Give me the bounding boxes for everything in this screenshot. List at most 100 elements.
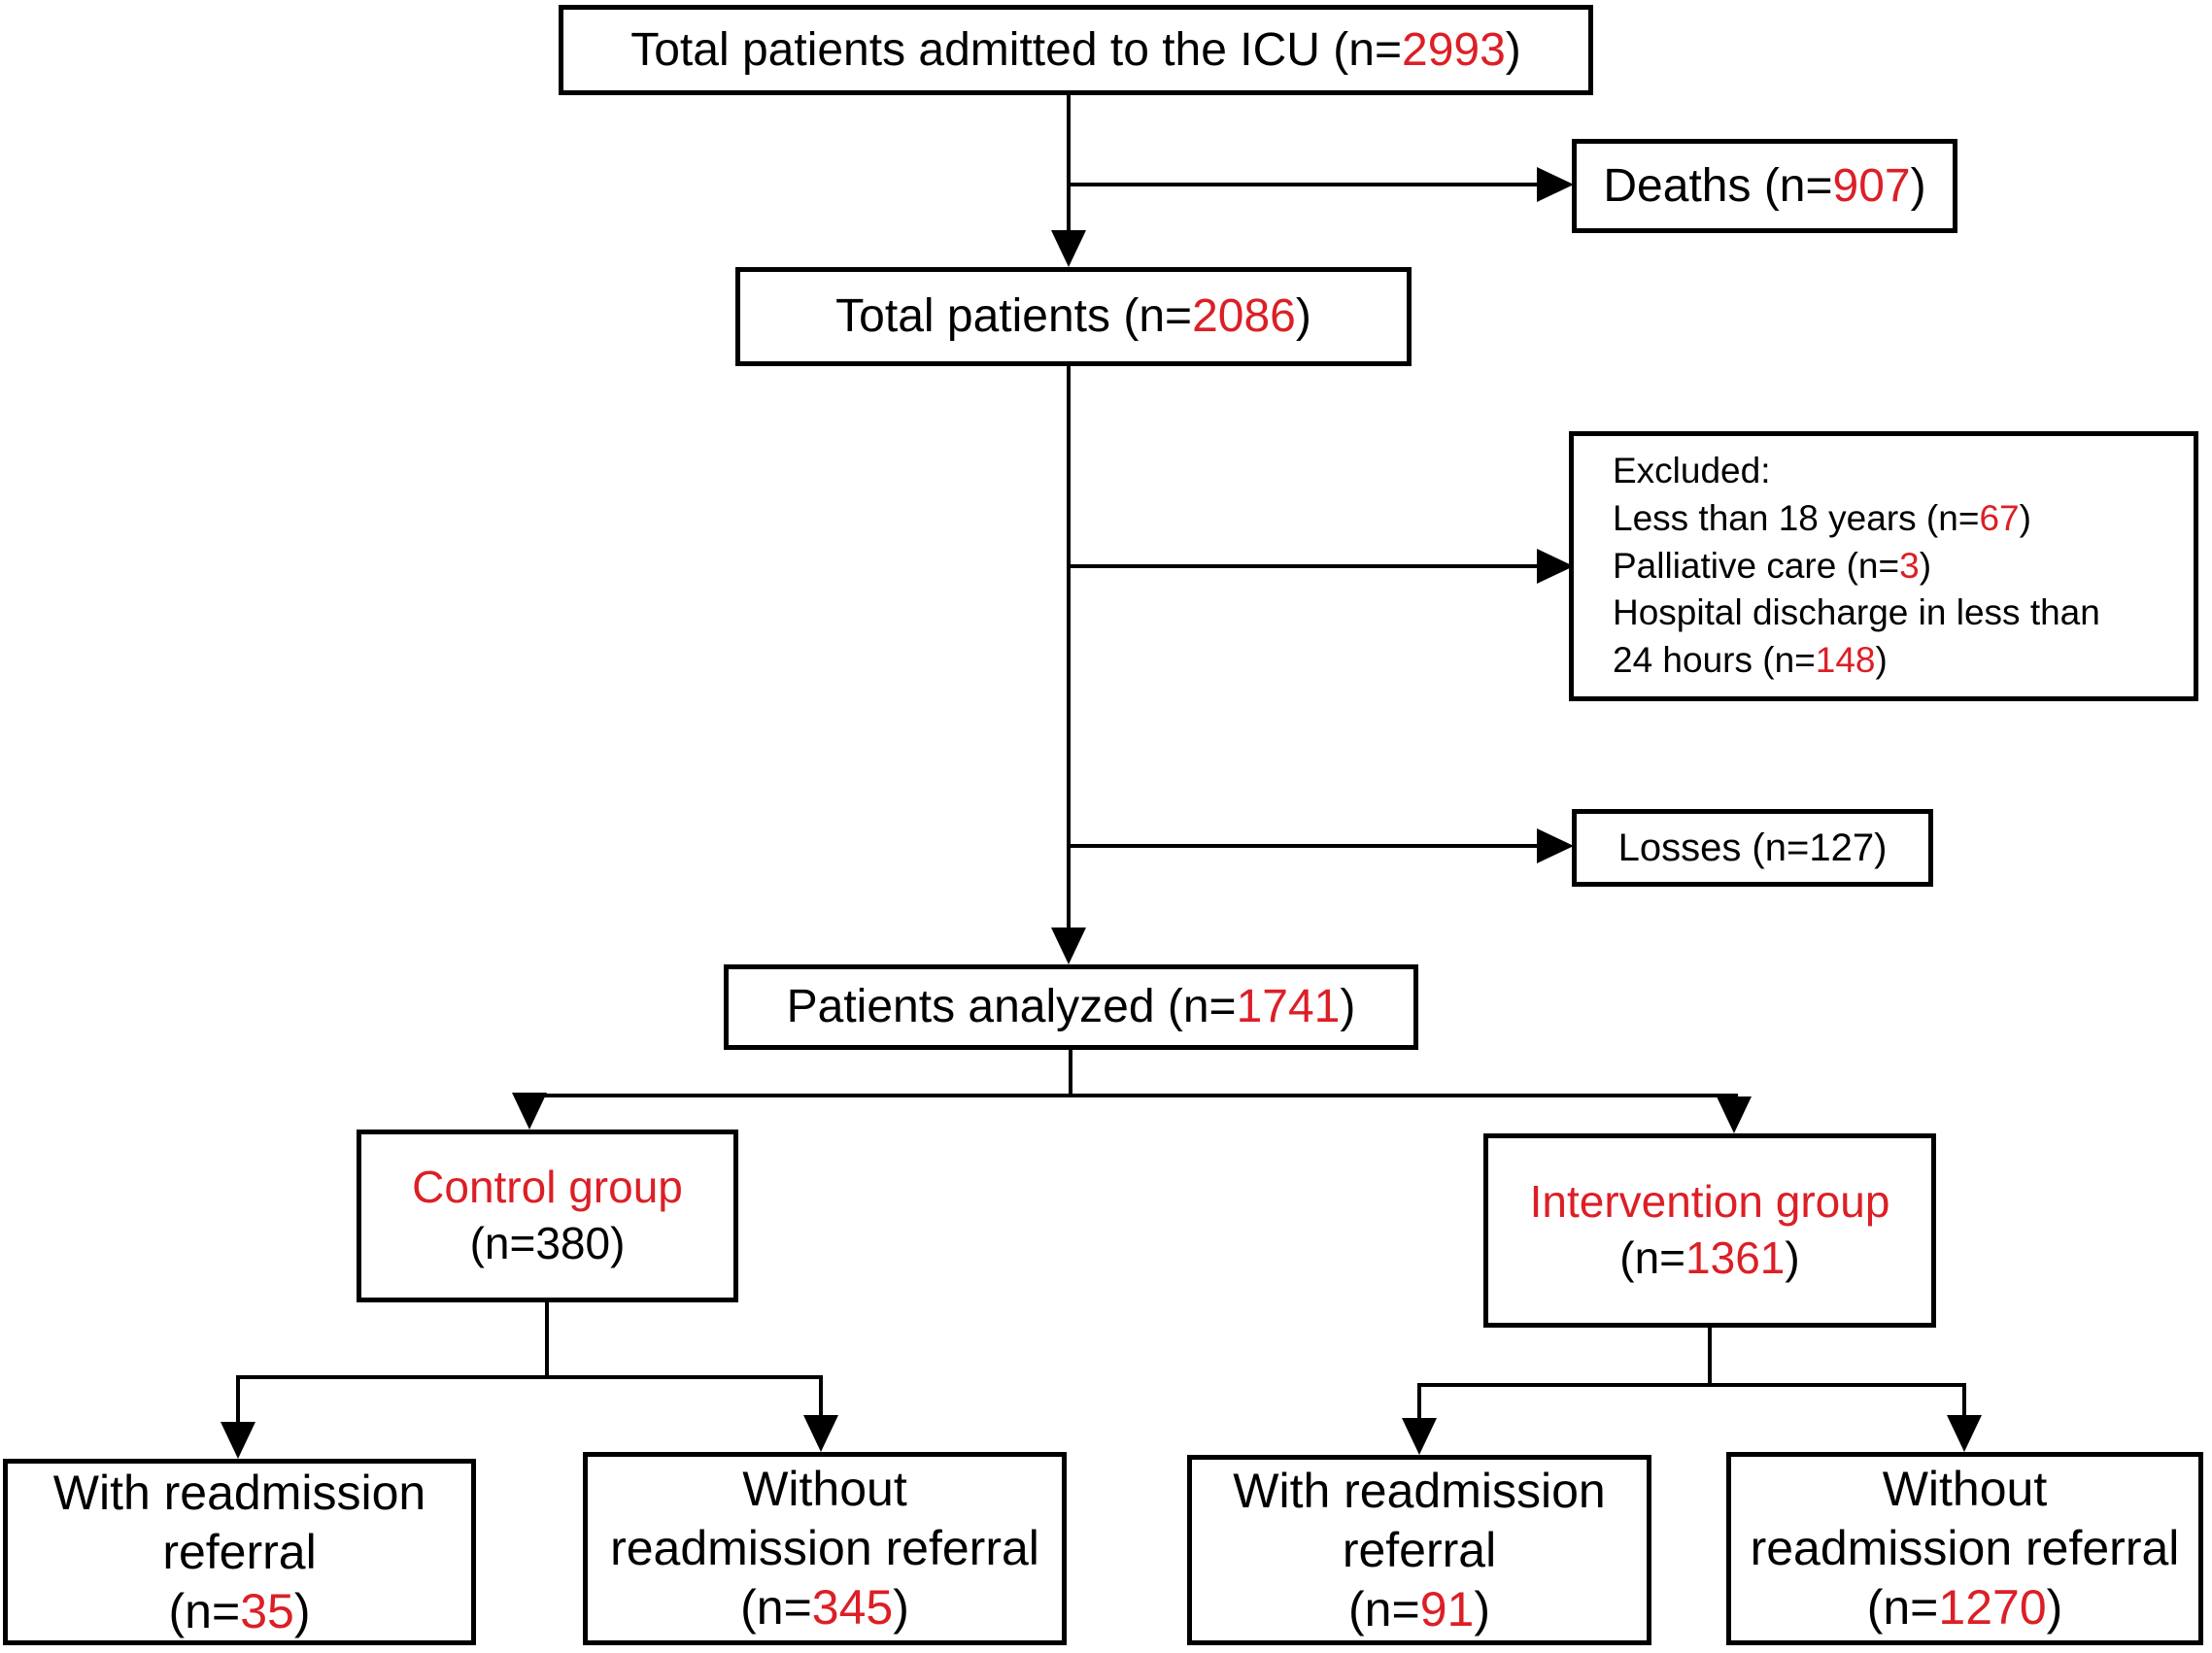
arrowhead-into-losses bbox=[1537, 828, 1574, 863]
count-value: 91 bbox=[1419, 1581, 1475, 1636]
text-line: Less than 18 years (n=67) bbox=[1613, 495, 2031, 543]
connector-control-split bbox=[236, 1375, 823, 1379]
label-text: ) bbox=[1910, 159, 1926, 212]
label-text: (n= bbox=[740, 1580, 812, 1635]
arrowhead-into-analyzed bbox=[1051, 928, 1086, 964]
label-text: ) bbox=[1295, 290, 1311, 342]
text-line: (n=380) bbox=[470, 1216, 626, 1272]
text-line: 24 hours (n=148) bbox=[1613, 637, 1888, 685]
connector-intervention-stub bbox=[1708, 1328, 1712, 1385]
connector-intervention-left-stub bbox=[1417, 1383, 1421, 1422]
label-text: ) bbox=[2019, 497, 2031, 538]
text-line: Total patients admitted to the ICU (n=29… bbox=[630, 21, 1521, 80]
arrowhead-into-control bbox=[512, 1093, 547, 1130]
text-line: Palliative care (n=3) bbox=[1613, 543, 1931, 590]
label-text: Total patients (n= bbox=[835, 290, 1193, 342]
node-excluded: Excluded: Less than 18 years (n=67) Pallia… bbox=[1569, 431, 2198, 701]
node-losses: Losses (n=127) bbox=[1572, 809, 1933, 887]
label-text: (n=380) bbox=[469, 1218, 626, 1268]
text-line: readmission referral bbox=[610, 1519, 1039, 1578]
label-text: Total patients admitted to the ICU (n= bbox=[630, 23, 1402, 76]
count-value: 1741 bbox=[1236, 981, 1341, 1032]
label-text: ) bbox=[1505, 23, 1521, 76]
node-patients-analyzed: Patients analyzed (n=1741) bbox=[724, 964, 1418, 1050]
count-value: 907 bbox=[1832, 159, 1911, 212]
text-line: Without bbox=[1883, 1460, 2048, 1519]
node-intervention-group: Intervention group (n=1361) bbox=[1483, 1133, 1936, 1328]
label-text: ) bbox=[1785, 1232, 1800, 1283]
connector-analyzed-stub bbox=[1069, 1050, 1072, 1096]
text-line: (n=1270) bbox=[1867, 1578, 2063, 1637]
connector-total-to-analyzed bbox=[1067, 366, 1071, 931]
count-value: 2086 bbox=[1192, 290, 1296, 342]
label-text: With readmission bbox=[1233, 1463, 1606, 1518]
text-line: Total patients (n=2086) bbox=[835, 287, 1311, 346]
arrowhead-into-intervention-with bbox=[1402, 1418, 1437, 1455]
label-text: referral bbox=[162, 1524, 317, 1579]
text-line: Without bbox=[742, 1460, 907, 1519]
label-text: Palliative care (n= bbox=[1613, 545, 1900, 586]
connector-icu-to-total bbox=[1067, 94, 1071, 235]
connector-control-stub bbox=[545, 1302, 549, 1377]
connector-intervention-right-stub bbox=[1962, 1383, 1966, 1419]
count-value: 2993 bbox=[1402, 23, 1506, 76]
label-text: referral bbox=[1342, 1522, 1497, 1577]
label-text: (n= bbox=[168, 1583, 241, 1638]
text-line: (n=345) bbox=[740, 1578, 909, 1637]
node-deaths: Deaths (n=907) bbox=[1572, 139, 1957, 233]
text-line: Hospital discharge in less than bbox=[1613, 590, 2100, 637]
count-value: 67 bbox=[1979, 497, 2020, 538]
label-text: ) bbox=[1919, 545, 1932, 586]
text-line: Excluded: bbox=[1613, 448, 1771, 495]
arrowhead-into-intervention bbox=[1717, 1096, 1752, 1133]
label-text: ) bbox=[293, 1583, 311, 1638]
label-text: (n= bbox=[1866, 1580, 1939, 1635]
label-text: ) bbox=[2046, 1580, 2063, 1635]
label-text: Without bbox=[1882, 1462, 2048, 1516]
text-line: readmission referral bbox=[1751, 1519, 2180, 1578]
label-text: With readmission bbox=[52, 1465, 426, 1520]
count-value: 35 bbox=[240, 1583, 294, 1638]
label-text: (n= bbox=[1348, 1581, 1420, 1636]
count-value: 148 bbox=[1815, 640, 1876, 681]
label-text: Hospital discharge in less than bbox=[1613, 592, 2100, 633]
label-text: Deaths (n= bbox=[1603, 159, 1833, 212]
connector-branch-excluded bbox=[1069, 564, 1539, 568]
label-text: Excluded: bbox=[1613, 450, 1771, 490]
label-text: readmission referral bbox=[1750, 1521, 2180, 1575]
text-line: (n=1361) bbox=[1619, 1231, 1799, 1287]
count-value: 345 bbox=[811, 1580, 894, 1635]
arrowhead-into-total-patients bbox=[1051, 230, 1086, 267]
label-text: Less than 18 years (n= bbox=[1613, 497, 1980, 538]
node-total-patients: Total patients (n=2086) bbox=[735, 267, 1412, 366]
label-text: (n= bbox=[1619, 1232, 1686, 1283]
text-line: referral bbox=[162, 1523, 316, 1582]
label-text: Without bbox=[742, 1462, 907, 1516]
node-control-group: Control group (n=380) bbox=[357, 1130, 738, 1302]
text-line: With readmission bbox=[1233, 1462, 1605, 1521]
connector-control-right-stub bbox=[819, 1375, 823, 1419]
label-text: Losses (n=127) bbox=[1617, 826, 1888, 869]
node-total-admitted-icu: Total patients admitted to the ICU (n=29… bbox=[559, 5, 1593, 95]
arrowhead-into-deaths bbox=[1537, 167, 1574, 202]
node-intervention-without-referral: Without readmission referral (n=1270) bbox=[1726, 1452, 2203, 1645]
count-value: 1361 bbox=[1685, 1232, 1786, 1283]
text-line: (n=91) bbox=[1348, 1580, 1490, 1639]
label-text: 24 hours (n= bbox=[1613, 640, 1816, 681]
text-line: Losses (n=127) bbox=[1618, 824, 1888, 872]
count-value: 1270 bbox=[1938, 1580, 2047, 1635]
label-text: readmission referral bbox=[610, 1521, 1039, 1575]
label-text: ) bbox=[1875, 640, 1888, 681]
connector-branch-losses bbox=[1069, 844, 1539, 848]
node-control-with-referral: With readmission referral (n=35) bbox=[3, 1459, 476, 1645]
text-line: referral bbox=[1343, 1521, 1496, 1580]
text-line: Control group bbox=[412, 1160, 683, 1216]
text-line: Deaths (n=907) bbox=[1603, 157, 1925, 216]
text-line: (n=35) bbox=[169, 1582, 311, 1641]
text-line: Patients analyzed (n=1741) bbox=[787, 978, 1356, 1036]
label-text: Patients analyzed (n= bbox=[786, 981, 1237, 1032]
arrowhead-into-control-with bbox=[221, 1422, 255, 1459]
arrowhead-into-control-without bbox=[803, 1415, 838, 1452]
connector-group-split bbox=[527, 1094, 1738, 1097]
